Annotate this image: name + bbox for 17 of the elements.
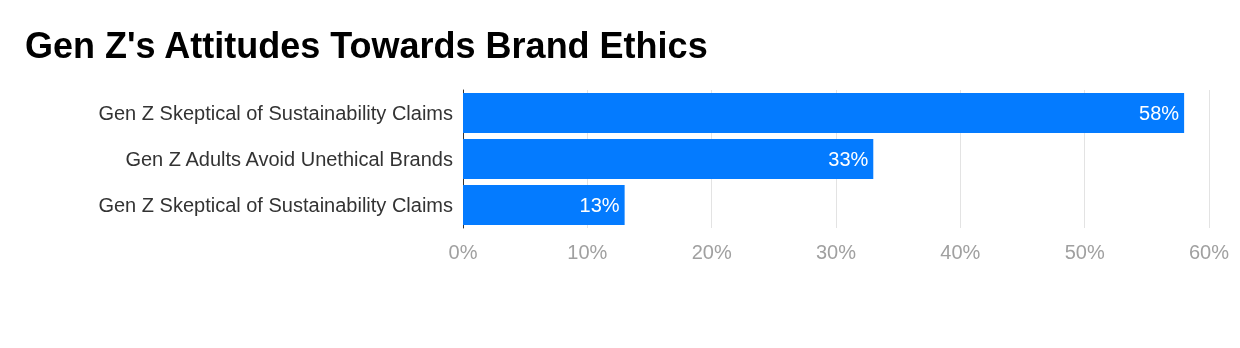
x-tick-label: 40% <box>940 241 981 263</box>
y-tick-label: Gen Z Skeptical of Sustainability Claims <box>98 194 453 216</box>
y-tick-label: Gen Z Skeptical of Sustainability Claims <box>98 102 453 124</box>
x-tick-label: 60% <box>1188 241 1230 263</box>
x-tick-label: 0% <box>448 241 478 263</box>
x-tick-label: 30% <box>815 241 857 263</box>
x-tick-label: 20% <box>691 241 732 263</box>
x-tick-label: 10% <box>567 241 608 263</box>
data-label: 33% <box>828 148 869 170</box>
bar <box>463 139 874 179</box>
chart-title: Gen Z's Attitudes Towards Brand Ethics <box>25 24 708 66</box>
x-tick-label: 50% <box>1064 241 1105 263</box>
bar <box>463 185 625 225</box>
bar <box>463 93 1185 133</box>
data-label: 58% <box>1139 102 1180 124</box>
data-label: 13% <box>579 194 620 216</box>
y-tick-label: Gen Z Adults Avoid Unethical Brands <box>125 148 453 170</box>
